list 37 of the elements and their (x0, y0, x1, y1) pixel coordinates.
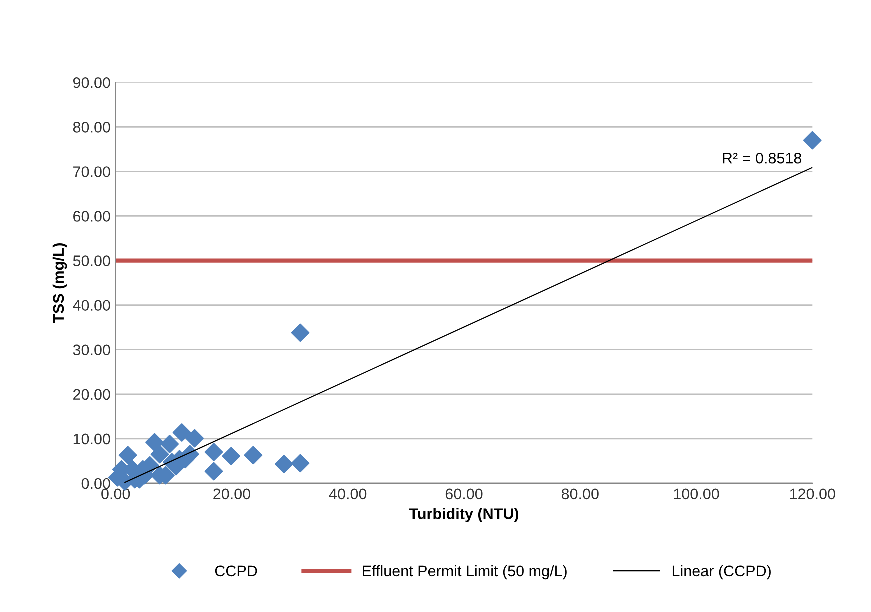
y-axis-title: TSS (mg/L) (52, 243, 68, 324)
point (275, 455, 294, 474)
x-tick-label: 20.00 (214, 488, 250, 500)
y-tick-label: 20.00 (74, 389, 110, 400)
x-tick-label: 60.00 (446, 488, 483, 500)
legend-label: CCPD (215, 566, 258, 577)
x-tick-label: 80.00 (562, 488, 599, 500)
point (146, 433, 164, 452)
point (172, 424, 192, 442)
x-axis-title: Turbidity (NTU) (409, 508, 519, 522)
y-tick-label: 40.00 (73, 300, 110, 312)
point (222, 447, 241, 466)
x-tick-label: 100.00 (674, 488, 720, 500)
legend-label: Effluent Permit Limit (50 mg/L) (363, 565, 567, 580)
y-tick-label: 10.00 (74, 434, 110, 445)
y-tick-label: 50.00 (73, 256, 110, 266)
y-tick-label: 80.00 (73, 122, 110, 133)
point (204, 443, 224, 462)
point (118, 446, 138, 465)
annotation: R² = 0.8518 (723, 152, 802, 164)
y-tick-label: 70.00 (74, 166, 110, 178)
point (186, 429, 204, 448)
point (150, 445, 170, 464)
x-tick-label: 120.00 (790, 488, 836, 500)
y-tick-label: 0.00 (82, 478, 110, 490)
x-tick-label: 0.00 (102, 488, 130, 500)
point (291, 324, 310, 342)
point (244, 446, 263, 465)
point (160, 435, 180, 454)
point (204, 462, 224, 481)
x-tick-label: 40.00 (329, 488, 367, 500)
point (803, 131, 822, 150)
y-tick-label: 90.00 (73, 77, 110, 88)
y-tick-label: 60.00 (74, 211, 110, 222)
y-tick-label: 30.00 (73, 344, 110, 356)
legend-label: Linear (CCPD) (672, 565, 771, 580)
point (291, 454, 310, 473)
